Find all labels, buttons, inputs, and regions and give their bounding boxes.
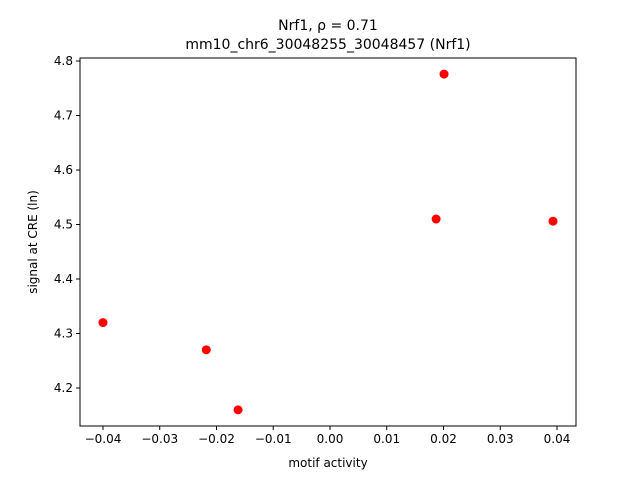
point <box>548 216 558 226</box>
x-tick-label: −0.04 <box>85 432 122 446</box>
y-tick-label: 4.8 <box>54 54 73 68</box>
x-tick-label: 0.02 <box>430 432 457 446</box>
y-tick-label: 4.2 <box>54 381 73 395</box>
y-tick-label: 4.3 <box>54 327 73 341</box>
x-tick-label: −0.02 <box>198 432 235 446</box>
y-axis-label: signal at CRE (ln) <box>26 190 40 294</box>
chart-subtitle: mm10_chr6_30048255_30048457 (Nrf1) <box>185 37 470 53</box>
point <box>201 345 211 355</box>
x-tick-label: 0.03 <box>487 432 514 446</box>
x-tick-label: 0.01 <box>373 432 400 446</box>
y-tick-label: 4.7 <box>54 109 73 123</box>
x-tick-label: −0.03 <box>141 432 178 446</box>
plot-frame <box>79 57 577 427</box>
y-tick-label: 4.6 <box>54 163 73 177</box>
point <box>233 405 243 415</box>
chart-title: Nrf1, ρ = 0.71 <box>278 18 378 34</box>
point <box>439 69 449 79</box>
x-tick-label: 0.00 <box>317 432 344 446</box>
point <box>431 214 441 224</box>
x-axis-label: motif activity <box>288 456 367 470</box>
x-tick-label: −0.01 <box>255 432 292 446</box>
x-tick-label: 0.04 <box>544 432 571 446</box>
y-tick-label: 4.5 <box>54 218 73 232</box>
y-tick-label: 4.4 <box>54 272 73 286</box>
point <box>98 318 108 328</box>
